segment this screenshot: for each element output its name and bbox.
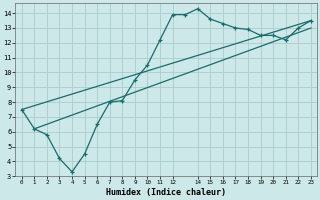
X-axis label: Humidex (Indice chaleur): Humidex (Indice chaleur) — [106, 188, 226, 197]
